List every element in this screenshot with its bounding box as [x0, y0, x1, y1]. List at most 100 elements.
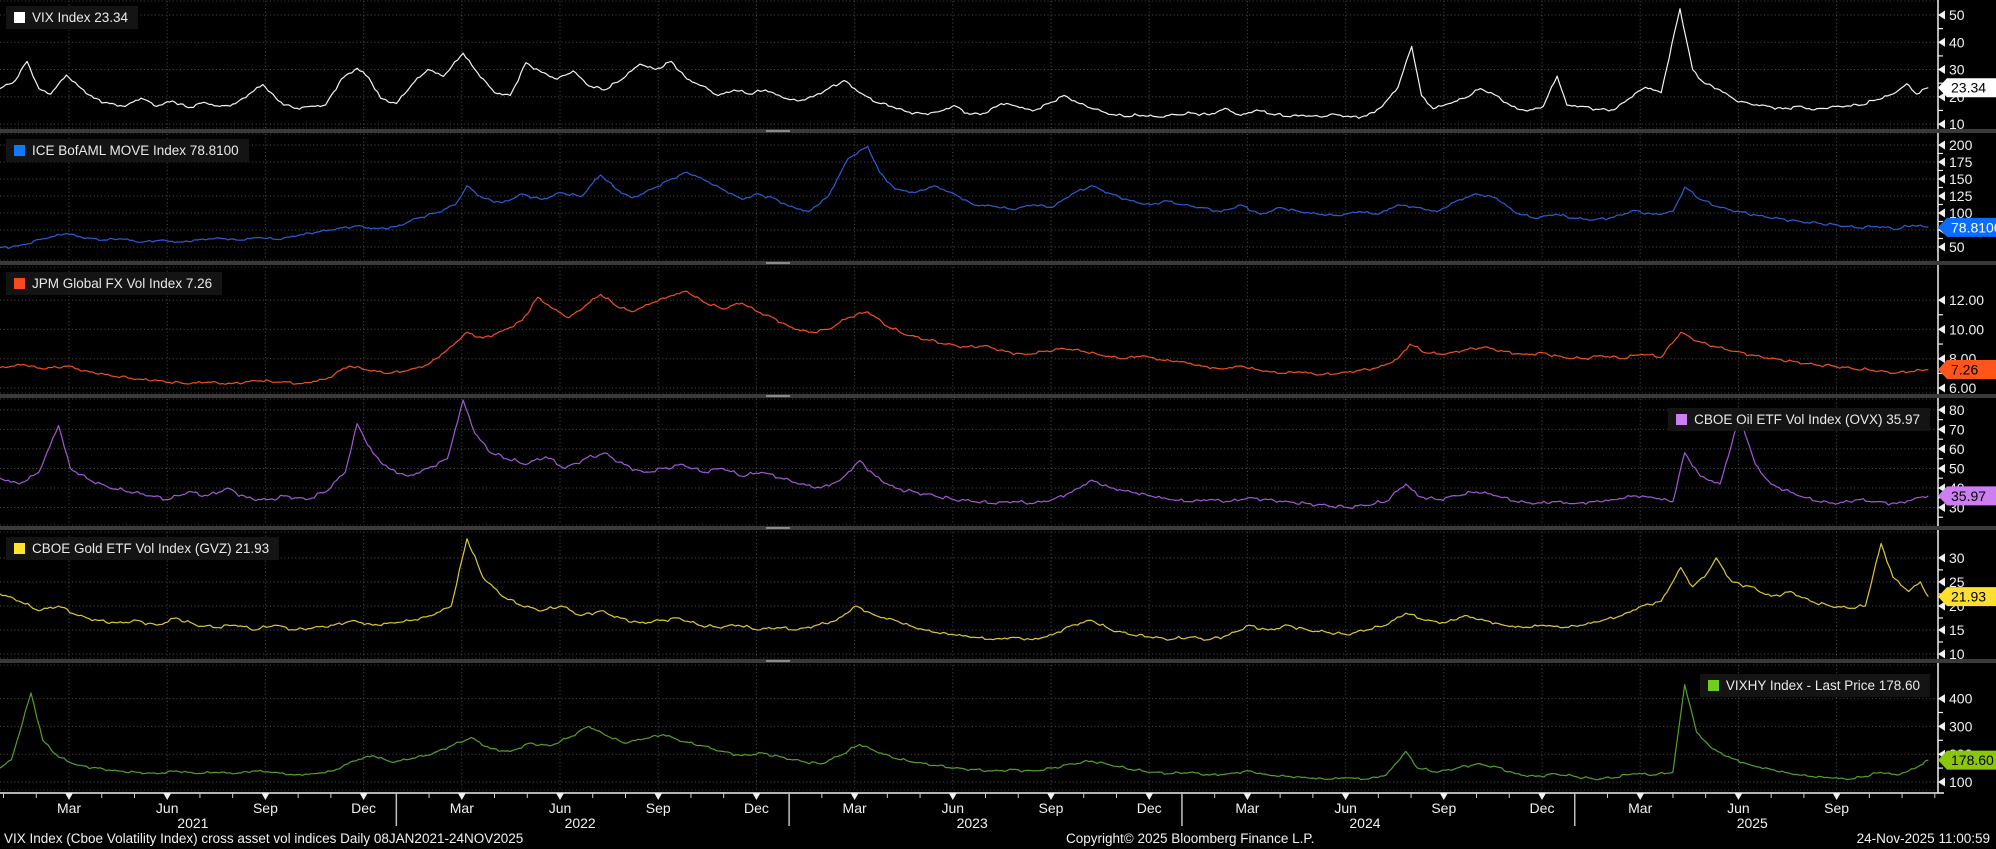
last-price-badge-gvz: 21.93: [1938, 587, 1996, 607]
svg-text:Jun: Jun: [1334, 800, 1357, 816]
legend-label-move: ICE BofAML MOVE Index 78.8100: [32, 143, 239, 158]
chart-plot-area[interactable]: 102030405050751001251501752006.008.0010.…: [0, 0, 1996, 831]
svg-text:100: 100: [1949, 205, 1973, 221]
legend-swatch-vix: [14, 12, 25, 23]
panel-separator: [0, 659, 1996, 663]
legend-fx[interactable]: JPM Global FX Vol Index 7.26: [6, 272, 223, 295]
chart-description: VIX Index (Cboe Volatility Index) cross …: [4, 831, 524, 846]
last-price-badge-ovx: 35.97: [1938, 486, 1996, 506]
svg-text:12.00: 12.00: [1949, 292, 1984, 308]
svg-text:Sep: Sep: [1431, 800, 1456, 816]
svg-text:2021: 2021: [177, 815, 208, 830]
svg-text:Dec: Dec: [351, 800, 376, 816]
svg-text:Mar: Mar: [1628, 800, 1652, 816]
svg-text:15: 15: [1949, 622, 1965, 638]
svg-text:60: 60: [1949, 441, 1965, 457]
svg-text:Dec: Dec: [1137, 800, 1162, 816]
legend-move[interactable]: ICE BofAML MOVE Index 78.8100: [6, 139, 249, 162]
svg-text:300: 300: [1949, 718, 1973, 734]
legend-label-vixhy: VIXHY Index - Last Price 178.60: [1725, 678, 1920, 693]
svg-text:200: 200: [1949, 137, 1973, 153]
panel-gvz[interactable]: 1015202530: [0, 531, 1965, 662]
svg-text:21.93: 21.93: [1951, 589, 1986, 605]
chart-canvas[interactable]: 102030405050751001251501752006.008.0010.…: [0, 0, 1996, 831]
panel-separator: [0, 526, 1996, 530]
legend-swatch-move: [14, 145, 25, 156]
svg-text:400: 400: [1949, 691, 1973, 707]
copyright-text: Copyright© 2025 Bloomberg Finance L.P.: [1066, 831, 1315, 846]
panel-vixhy[interactable]: 100200300400: [0, 664, 1973, 791]
svg-text:30: 30: [1949, 550, 1965, 566]
legend-swatch-gvz: [14, 543, 25, 554]
last-price-badge-move: 78.8100: [1938, 217, 1996, 237]
svg-text:Jun: Jun: [1727, 800, 1750, 816]
svg-text:Jun: Jun: [156, 800, 179, 816]
svg-text:10: 10: [1949, 116, 1965, 132]
svg-text:Sep: Sep: [253, 800, 278, 816]
panel-vix[interactable]: 1020304050: [0, 0, 1965, 132]
svg-text:2023: 2023: [957, 815, 988, 830]
last-price-badge-vix: 23.34: [1938, 78, 1996, 98]
svg-text:7.26: 7.26: [1951, 362, 1978, 378]
svg-text:125: 125: [1949, 188, 1973, 204]
svg-text:Dec: Dec: [744, 800, 769, 816]
svg-text:Mar: Mar: [57, 800, 81, 816]
legend-label-vix: VIX Index 23.34: [32, 10, 129, 25]
svg-text:Jun: Jun: [549, 800, 572, 816]
svg-text:78.8100: 78.8100: [1951, 219, 1996, 235]
panel-ovx[interactable]: 304050607080: [0, 398, 1965, 526]
svg-text:Sep: Sep: [1824, 800, 1849, 816]
panel-resize-handle[interactable]: [766, 660, 790, 662]
legend-swatch-vixhy: [1707, 680, 1719, 691]
legend-ovx[interactable]: CBOE Oil ETF Vol Index (OVX) 35.97: [1668, 408, 1930, 431]
legend-label-gvz: CBOE Gold ETF Vol Index (GVZ) 21.93: [32, 541, 270, 556]
panel-move[interactable]: 5075100125150175200: [0, 133, 1973, 261]
legend-vix[interactable]: VIX Index 23.34: [6, 6, 139, 29]
status-bar: VIX Index (Cboe Volatility Index) cross …: [0, 829, 1996, 849]
svg-text:50: 50: [1949, 239, 1965, 255]
svg-text:40: 40: [1949, 34, 1965, 50]
svg-text:30: 30: [1949, 62, 1965, 78]
panel-resize-handle[interactable]: [766, 527, 790, 529]
svg-text:70: 70: [1949, 421, 1965, 437]
panel-separator: [0, 261, 1996, 265]
panel-resize-handle[interactable]: [766, 130, 790, 132]
svg-text:23.34: 23.34: [1951, 80, 1986, 96]
svg-text:80: 80: [1949, 402, 1965, 418]
svg-text:2025: 2025: [1737, 815, 1768, 830]
svg-text:50: 50: [1949, 7, 1965, 23]
svg-text:Jun: Jun: [942, 800, 965, 816]
svg-text:2024: 2024: [1349, 815, 1380, 830]
svg-text:50: 50: [1949, 460, 1965, 476]
panel-resize-handle[interactable]: [766, 395, 790, 397]
svg-text:25: 25: [1949, 574, 1965, 590]
panel-separator: [0, 394, 1996, 398]
last-price-badge-vixhy: 178.60: [1938, 750, 1996, 770]
svg-text:Mar: Mar: [1235, 800, 1259, 816]
svg-text:Sep: Sep: [1039, 800, 1064, 816]
svg-text:Mar: Mar: [843, 800, 867, 816]
svg-text:10: 10: [1949, 646, 1965, 662]
legend-vixhy[interactable]: VIXHY Index - Last Price 178.60: [1699, 674, 1930, 697]
timestamp: 24-Nov-2025 11:00:59: [1856, 831, 1990, 846]
svg-text:178.60: 178.60: [1951, 752, 1994, 768]
legend-label-ovx: CBOE Oil ETF Vol Index (OVX) 35.97: [1694, 412, 1920, 427]
svg-text:150: 150: [1949, 171, 1973, 187]
last-price-badge-fx: 7.26: [1938, 360, 1996, 380]
legend-swatch-ovx: [1676, 414, 1688, 425]
svg-text:175: 175: [1949, 154, 1973, 170]
svg-text:10.00: 10.00: [1949, 321, 1984, 337]
legend-swatch-fx: [14, 278, 25, 289]
legend-gvz[interactable]: CBOE Gold ETF Vol Index (GVZ) 21.93: [6, 537, 280, 560]
svg-text:2022: 2022: [565, 815, 596, 830]
svg-text:6.00: 6.00: [1949, 380, 1976, 396]
svg-text:Dec: Dec: [1530, 800, 1555, 816]
panel-resize-handle[interactable]: [766, 262, 790, 264]
svg-text:Sep: Sep: [646, 800, 671, 816]
legend-label-fx: JPM Global FX Vol Index 7.26: [32, 276, 213, 291]
svg-text:100: 100: [1949, 774, 1973, 790]
svg-text:35.97: 35.97: [1951, 488, 1986, 504]
panel-separator: [0, 129, 1996, 133]
